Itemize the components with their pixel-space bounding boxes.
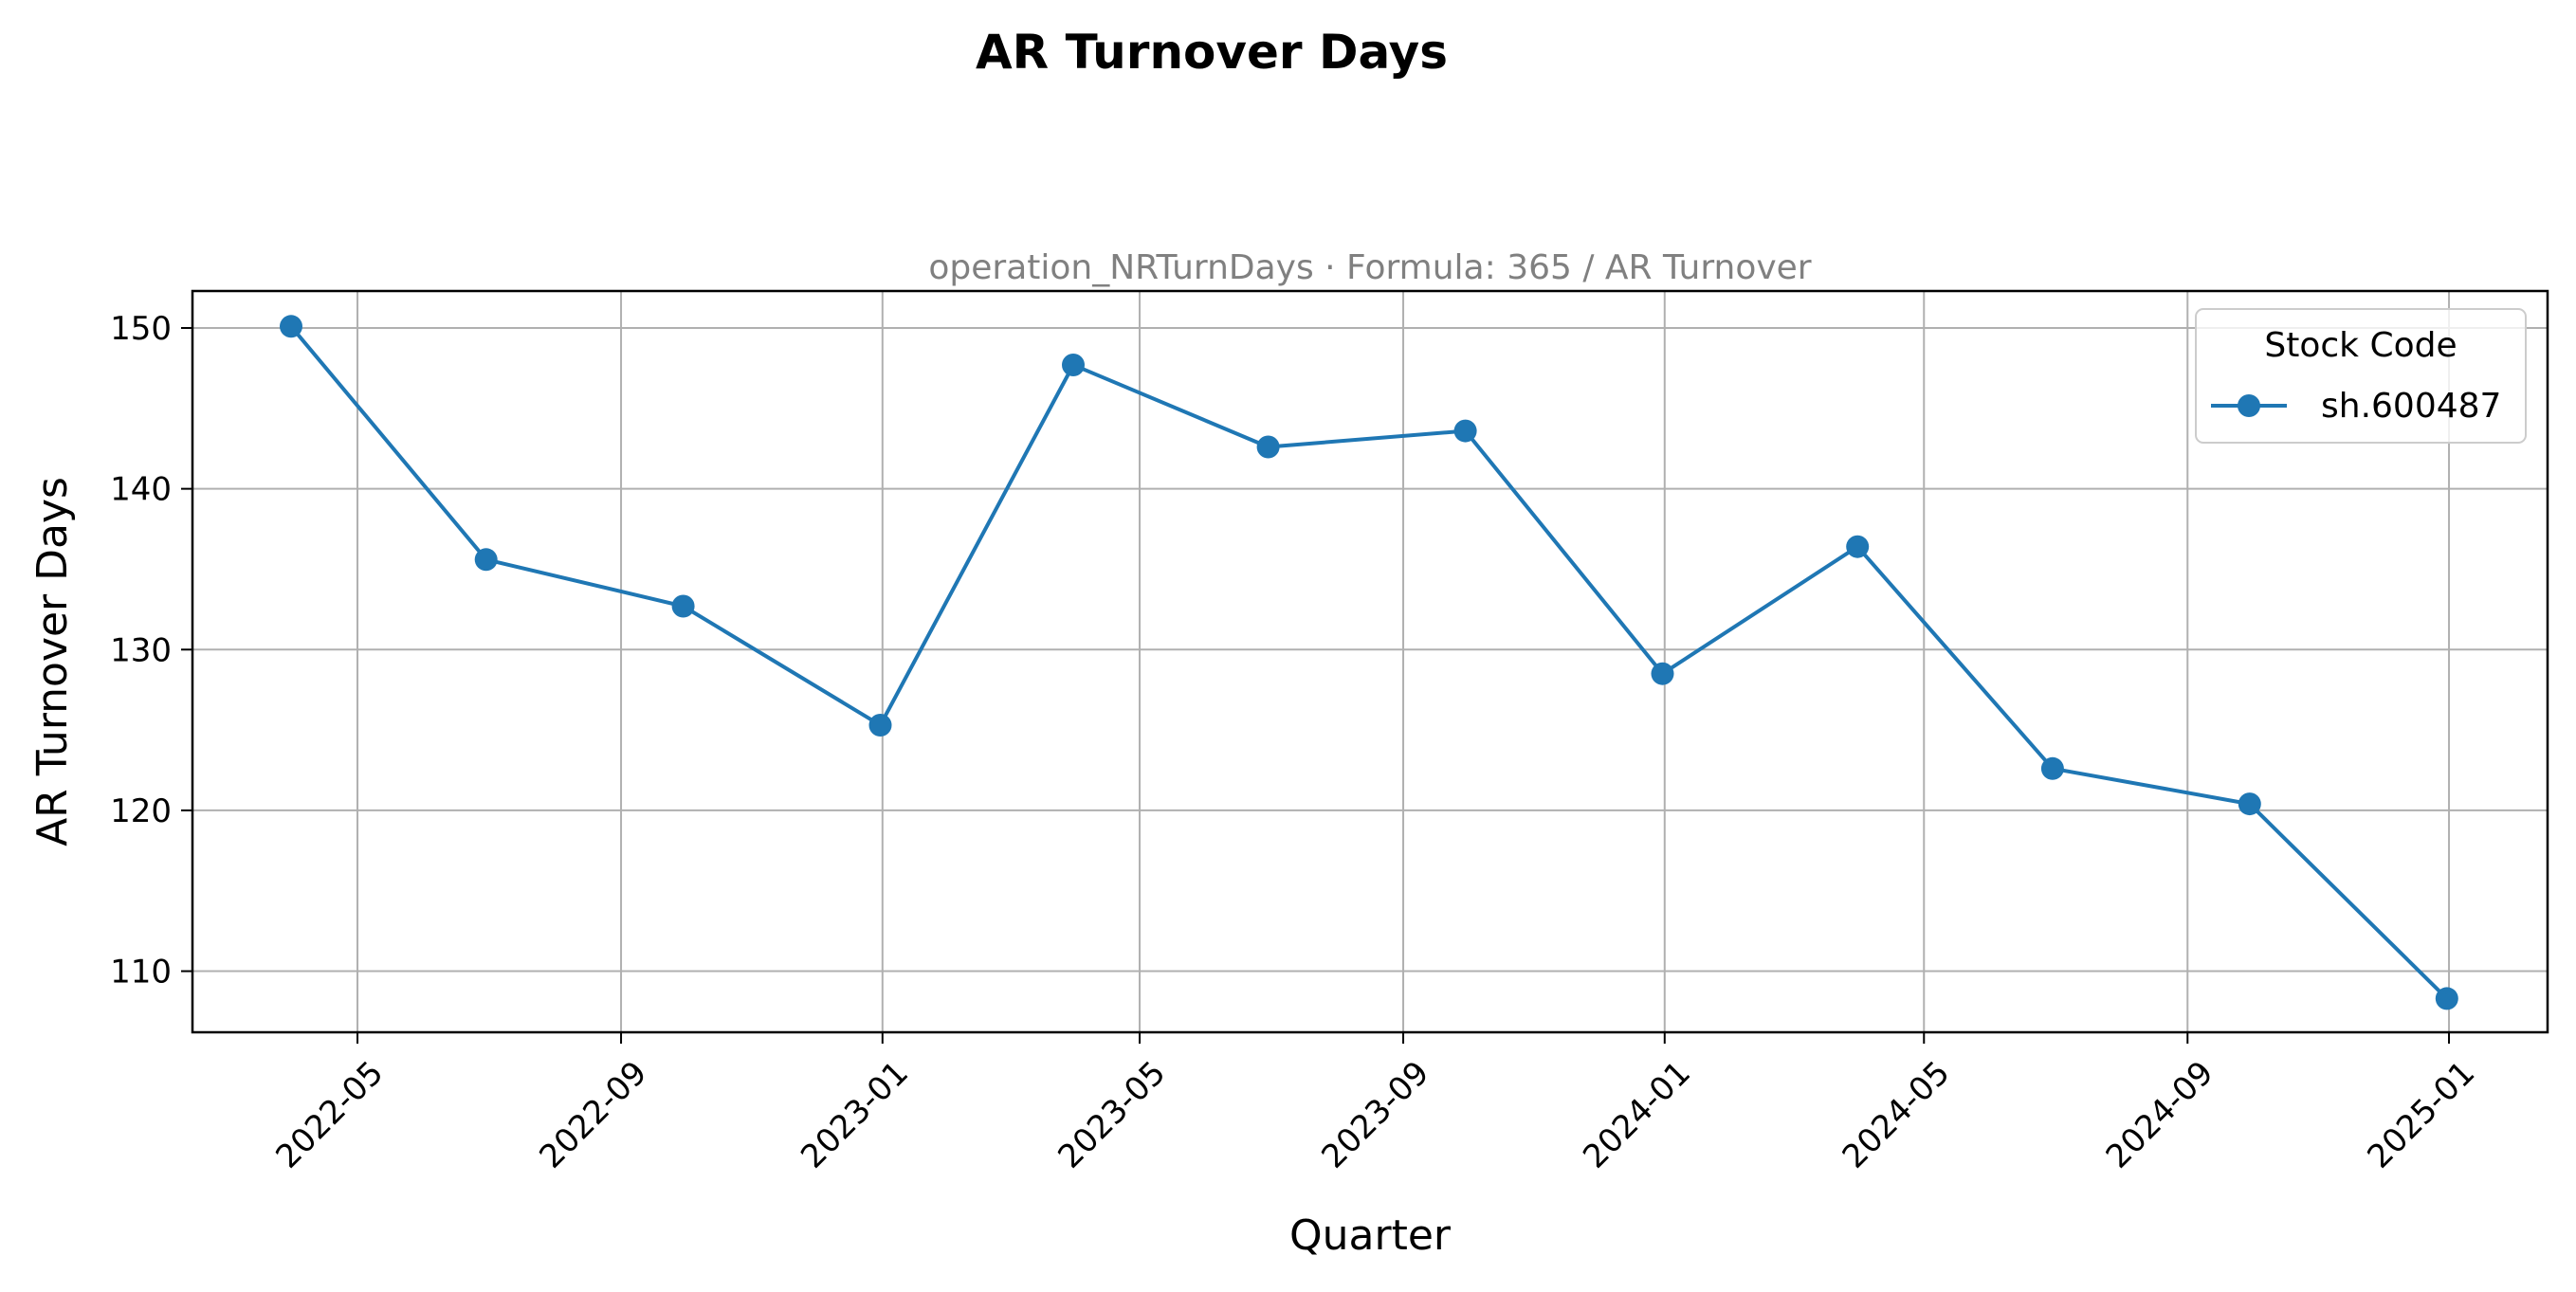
legend-marker [2238, 394, 2260, 417]
data-point [1256, 435, 1280, 459]
plot-frame [191, 289, 2549, 1034]
y-tick-label: 110 [110, 954, 172, 992]
x-tick-label: 2023-05 [1050, 1054, 1173, 1176]
data-point [1651, 662, 1674, 685]
y-axis-label: AR Turnover Days [28, 477, 77, 846]
chart-subtitle: operation_NRTurnDays · Formula: 365 / AR… [928, 248, 1811, 287]
series-layer [280, 315, 2458, 1010]
x-tick-label: 2024-01 [1576, 1054, 1698, 1176]
x-tick-label: 2023-01 [794, 1054, 916, 1176]
x-axis-label: Quarter [1289, 1211, 1452, 1260]
x-tick-label: 2022-05 [268, 1054, 391, 1176]
data-point [1062, 354, 1085, 376]
x-tick-label: 2022-09 [533, 1054, 655, 1176]
data-point [2238, 792, 2261, 816]
data-point [474, 548, 498, 572]
series-line [289, 325, 2449, 1000]
legend: Stock Code sh.600487 [2195, 308, 2527, 444]
x-tick-label: 2025-01 [2360, 1054, 2482, 1176]
data-point [280, 315, 302, 338]
data-point [868, 714, 892, 737]
x-tick-label: 2023-09 [1314, 1054, 1436, 1176]
y-tick-label: 120 [110, 792, 172, 830]
legend-label: sh.600487 [2321, 387, 2501, 426]
data-point [1453, 419, 1477, 443]
y-tick-label: 130 [110, 631, 172, 669]
legend-box [2195, 308, 2527, 444]
ticks: 2022-05 2022-09 2023-01 2023-05 2023-09 2024-… [110, 310, 2482, 1176]
data-point [1846, 535, 1870, 558]
data-point [2435, 987, 2458, 1010]
x-tick-label: 2024-09 [2099, 1054, 2221, 1176]
y-tick-label: 150 [110, 310, 172, 348]
data-point [671, 594, 695, 618]
chart-title: AR Turnover Days [976, 25, 1448, 80]
grid [192, 291, 2548, 1032]
data-point [2040, 756, 2064, 780]
y-tick-label: 140 [110, 471, 172, 509]
legend-title: Stock Code [2264, 326, 2457, 365]
x-tick-label: 2024-05 [1836, 1054, 1958, 1176]
